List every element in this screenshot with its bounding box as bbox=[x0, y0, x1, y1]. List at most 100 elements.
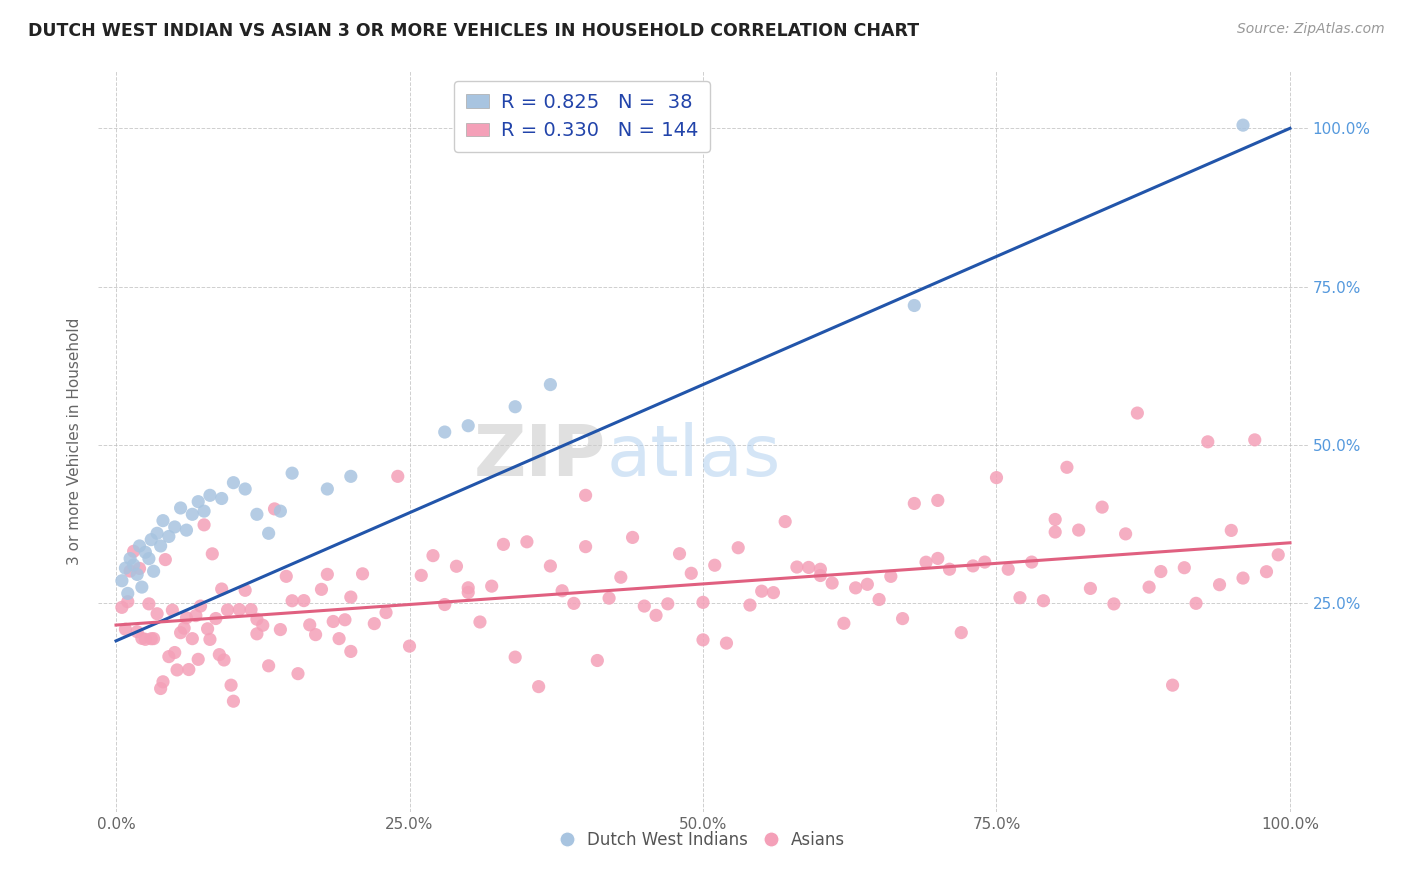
Point bbox=[1161, 678, 1184, 692]
Point bbox=[190, 599, 212, 613]
Point bbox=[246, 612, 269, 626]
Point bbox=[562, 596, 585, 610]
Point bbox=[1173, 560, 1195, 574]
Point bbox=[246, 627, 269, 641]
Point bbox=[233, 583, 256, 598]
Point bbox=[927, 551, 949, 566]
Point bbox=[181, 632, 204, 646]
Point bbox=[786, 560, 808, 574]
Point bbox=[152, 514, 174, 528]
Text: atlas: atlas bbox=[606, 422, 780, 491]
Point bbox=[375, 606, 398, 620]
Point bbox=[128, 539, 150, 553]
Point bbox=[668, 547, 690, 561]
Point bbox=[322, 615, 344, 629]
Point bbox=[692, 595, 714, 609]
Point bbox=[152, 674, 174, 689]
Point bbox=[252, 618, 274, 632]
Point bbox=[233, 482, 256, 496]
Point bbox=[797, 560, 820, 574]
Legend: Dutch West Indians, Asians: Dutch West Indians, Asians bbox=[554, 824, 852, 855]
Text: ZIP: ZIP bbox=[474, 422, 606, 491]
Point bbox=[304, 627, 326, 641]
Point bbox=[986, 470, 1008, 484]
Point bbox=[880, 569, 903, 583]
Point bbox=[610, 570, 633, 584]
Point bbox=[1032, 593, 1054, 607]
Point bbox=[891, 611, 914, 625]
Point bbox=[538, 377, 561, 392]
Point bbox=[586, 653, 609, 667]
Point bbox=[422, 549, 444, 563]
Point bbox=[149, 539, 172, 553]
Point bbox=[973, 555, 995, 569]
Point bbox=[492, 537, 515, 551]
Point bbox=[352, 566, 374, 581]
Point bbox=[134, 632, 156, 647]
Point bbox=[411, 568, 433, 582]
Point bbox=[457, 581, 479, 595]
Point bbox=[269, 623, 291, 637]
Point bbox=[198, 632, 221, 647]
Point bbox=[219, 678, 242, 692]
Point bbox=[146, 607, 169, 621]
Point bbox=[257, 526, 280, 541]
Point bbox=[950, 625, 973, 640]
Point bbox=[187, 494, 209, 508]
Point bbox=[621, 530, 644, 544]
Point bbox=[1126, 406, 1149, 420]
Point bbox=[141, 533, 163, 547]
Point bbox=[340, 644, 363, 658]
Point bbox=[163, 520, 186, 534]
Point bbox=[1043, 512, 1066, 526]
Point bbox=[111, 574, 134, 588]
Point bbox=[176, 523, 198, 537]
Point bbox=[134, 545, 156, 559]
Point bbox=[162, 603, 184, 617]
Text: Source: ZipAtlas.com: Source: ZipAtlas.com bbox=[1237, 22, 1385, 37]
Point bbox=[1243, 433, 1265, 447]
Point bbox=[117, 595, 139, 609]
Point bbox=[856, 577, 879, 591]
Point bbox=[398, 639, 420, 653]
Point bbox=[808, 562, 831, 576]
Point bbox=[246, 508, 269, 522]
Point bbox=[1256, 565, 1278, 579]
Point bbox=[1220, 524, 1243, 538]
Point bbox=[997, 562, 1019, 576]
Point bbox=[269, 504, 291, 518]
Point bbox=[915, 555, 938, 569]
Point bbox=[155, 552, 177, 566]
Point bbox=[1232, 118, 1254, 132]
Point bbox=[193, 517, 215, 532]
Point bbox=[181, 508, 204, 522]
Point bbox=[240, 602, 263, 616]
Point bbox=[927, 493, 949, 508]
Point bbox=[903, 496, 925, 510]
Point bbox=[1043, 524, 1066, 539]
Point bbox=[222, 694, 245, 708]
Point bbox=[1102, 597, 1125, 611]
Point bbox=[751, 584, 773, 599]
Point bbox=[1267, 548, 1289, 562]
Point bbox=[1067, 523, 1090, 537]
Point bbox=[457, 585, 479, 599]
Point bbox=[127, 624, 149, 639]
Point bbox=[716, 636, 738, 650]
Point bbox=[127, 567, 149, 582]
Point bbox=[468, 615, 491, 629]
Point bbox=[363, 616, 385, 631]
Point bbox=[503, 400, 526, 414]
Point bbox=[142, 564, 165, 578]
Point bbox=[122, 544, 145, 558]
Point bbox=[157, 529, 180, 543]
Point bbox=[903, 298, 925, 312]
Point bbox=[598, 591, 620, 606]
Point bbox=[222, 475, 245, 490]
Point bbox=[538, 559, 561, 574]
Point bbox=[938, 562, 960, 576]
Point bbox=[114, 622, 136, 636]
Point bbox=[149, 681, 172, 696]
Point bbox=[527, 680, 550, 694]
Point bbox=[157, 649, 180, 664]
